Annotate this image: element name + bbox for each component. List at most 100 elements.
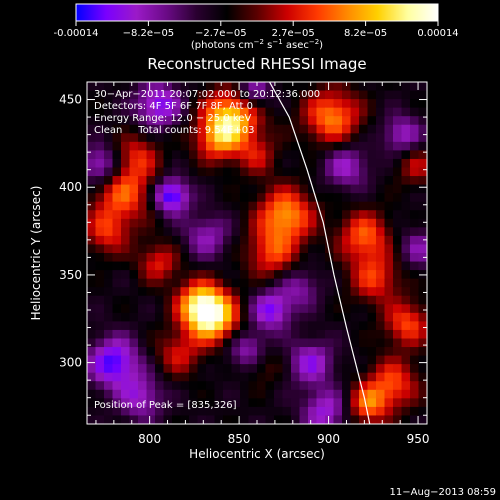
heatmap-cell [248, 82, 258, 92]
heatmap-cell [155, 389, 165, 399]
heatmap-cell [359, 124, 369, 134]
heatmap-cell [350, 372, 360, 382]
heatmap-cell [316, 90, 326, 100]
heatmap-cell [206, 116, 216, 126]
heatmap-cell [223, 193, 233, 203]
heatmap-cell [163, 381, 173, 391]
heatmap-cell [316, 321, 326, 331]
heatmap-cell [291, 150, 301, 160]
heatmap-cell [325, 321, 335, 331]
heatmap-cell [180, 415, 190, 424]
heatmap-cell [214, 295, 224, 305]
heatmap-cell [257, 141, 267, 151]
heatmap-cell [299, 82, 309, 92]
heatmap-cell [104, 201, 114, 211]
heatmap-cell [342, 253, 352, 263]
heatmap-cell [393, 253, 403, 263]
heatmap-cell [282, 99, 292, 109]
heatmap-cell [308, 141, 318, 151]
heatmap-cell [248, 406, 258, 417]
heatmap-cell [342, 107, 352, 117]
heatmap-cell [418, 295, 427, 305]
heatmap-cell [129, 193, 139, 203]
heatmap-cell [410, 406, 420, 417]
heatmap-cell [248, 150, 258, 160]
heatmap-cell [214, 116, 224, 126]
heatmap-cell [138, 244, 148, 254]
heatmap-cell [240, 167, 250, 177]
heatmap-cell [87, 141, 97, 151]
heatmap-cell [291, 218, 301, 228]
heatmap-cell [172, 124, 182, 134]
heatmap-cell [180, 287, 190, 297]
heatmap-cell [197, 321, 207, 331]
heatmap-cell [163, 398, 173, 408]
heatmap-cell [163, 415, 173, 424]
heatmap-cell [155, 372, 165, 382]
heatmap-cell [155, 415, 165, 424]
heatmap-cell [376, 364, 386, 374]
heatmap-cell [248, 329, 258, 340]
heatmap-cell [393, 329, 403, 340]
heatmap-cell [180, 321, 190, 331]
heatmap-cell [384, 158, 394, 169]
heatmap-cell [129, 372, 139, 382]
heatmap-cell [206, 201, 216, 211]
heatmap-cell [410, 329, 420, 340]
heatmap-cell [308, 201, 318, 211]
heatmap-cell [265, 261, 275, 271]
heatmap-cell [155, 253, 165, 263]
heatmap-cell [189, 133, 199, 143]
heatmap-cell [384, 253, 394, 263]
heatmap-cell [231, 218, 241, 228]
heatmap-cell [87, 99, 97, 109]
heatmap-cell [129, 355, 139, 365]
heatmap-cell [121, 415, 131, 424]
heatmap-cell [180, 210, 190, 220]
heatmap-cell [274, 364, 284, 374]
heatmap-cell [197, 210, 207, 220]
y-axis-label: Heliocentric Y (arcsec) [29, 186, 43, 321]
heatmap-cell [214, 124, 224, 134]
heatmap-cell [206, 304, 216, 314]
heatmap-cell [257, 218, 267, 228]
heatmap-cell [121, 141, 131, 151]
heatmap-cell [316, 364, 326, 374]
heatmap-cell [367, 338, 377, 348]
heatmap-cell [350, 338, 360, 348]
heatmap-cell [138, 415, 148, 424]
heatmap-cell [316, 287, 326, 297]
heatmap-cell [197, 278, 207, 288]
heatmap-cell [384, 295, 394, 305]
heatmap-cell [223, 329, 233, 340]
heatmap-cell [248, 90, 258, 100]
heatmap-cell [121, 398, 131, 408]
heatmap-cell [112, 99, 122, 109]
heatmap-cell [240, 364, 250, 374]
heatmap-cell [189, 278, 199, 288]
heatmap-cell [316, 184, 326, 194]
heatmap-cell [104, 347, 114, 357]
heatmap-cell [308, 321, 318, 331]
heatmap-cell [163, 150, 173, 160]
heatmap-cell [146, 295, 156, 305]
heatmap-cell [121, 107, 131, 117]
heatmap-cell [384, 176, 394, 186]
heatmap-cell [197, 99, 207, 109]
heatmap-cell [299, 193, 309, 203]
heatmap-cell [129, 176, 139, 186]
heatmap-cell [138, 107, 148, 117]
heatmap-cell [342, 176, 352, 186]
heatmap-cell [163, 355, 173, 365]
heatmap-cell [384, 107, 394, 117]
heatmap-cell [384, 218, 394, 228]
observation-info: 30−Apr−2011 20:07:02.000 to 20:12:36.000… [94, 89, 320, 136]
heatmap-cell [214, 372, 224, 382]
heatmap-cell [189, 406, 199, 417]
heatmap-cell [206, 167, 216, 177]
heatmap-cell [112, 329, 122, 340]
heatmap-cell [214, 338, 224, 348]
heatmap-cell [265, 124, 275, 134]
heatmap-cell [146, 227, 156, 237]
heatmap-cell [104, 193, 114, 203]
